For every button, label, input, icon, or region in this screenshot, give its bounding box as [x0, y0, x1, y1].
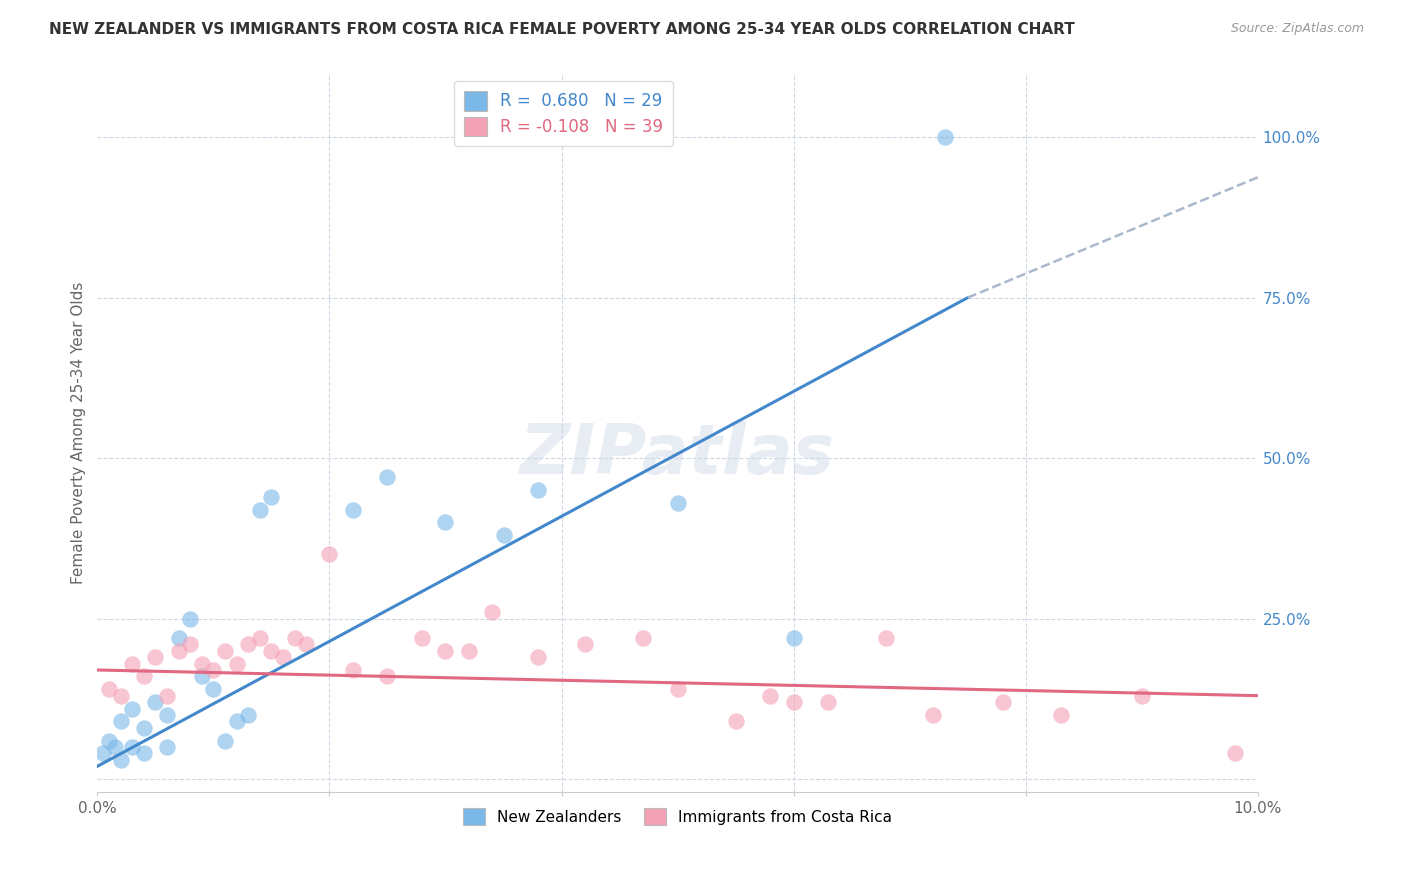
Point: [179, 637, 201, 651]
Point: [991, 695, 1014, 709]
Point: [666, 496, 689, 510]
Point: [225, 714, 247, 729]
Point: [1223, 747, 1246, 761]
Point: [875, 631, 897, 645]
Point: [191, 657, 214, 671]
Point: [156, 739, 179, 754]
Point: [377, 470, 399, 484]
Point: [214, 644, 236, 658]
Point: [238, 707, 260, 722]
Point: [434, 644, 457, 658]
Point: [191, 669, 214, 683]
Point: [132, 747, 155, 761]
Text: ZIPatlas: ZIPatlas: [520, 420, 835, 488]
Point: [574, 637, 596, 651]
Point: [145, 650, 167, 665]
Point: [631, 631, 654, 645]
Point: [457, 644, 479, 658]
Text: NEW ZEALANDER VS IMMIGRANTS FROM COSTA RICA FEMALE POVERTY AMONG 25-34 YEAR OLDS: NEW ZEALANDER VS IMMIGRANTS FROM COSTA R…: [49, 22, 1076, 37]
Point: [104, 739, 127, 754]
Point: [342, 502, 364, 516]
Point: [284, 631, 307, 645]
Point: [225, 657, 247, 671]
Point: [271, 650, 294, 665]
Point: [97, 682, 120, 697]
Point: [527, 483, 550, 498]
Point: [110, 714, 132, 729]
Point: [121, 657, 143, 671]
Point: [492, 528, 515, 542]
Point: [156, 689, 179, 703]
Y-axis label: Female Poverty Among 25-34 Year Olds: Female Poverty Among 25-34 Year Olds: [72, 281, 86, 583]
Point: [342, 663, 364, 677]
Point: [1130, 689, 1153, 703]
Point: [666, 682, 689, 697]
Point: [110, 689, 132, 703]
Point: [179, 612, 201, 626]
Point: [934, 130, 956, 145]
Point: [167, 631, 190, 645]
Point: [922, 707, 945, 722]
Point: [238, 637, 260, 651]
Point: [318, 548, 340, 562]
Point: [110, 753, 132, 767]
Point: [202, 663, 225, 677]
Point: [527, 650, 550, 665]
Point: [782, 631, 804, 645]
Point: [377, 669, 399, 683]
Point: [132, 669, 155, 683]
Point: [759, 689, 782, 703]
Point: [260, 644, 283, 658]
Point: [145, 695, 167, 709]
Point: [132, 721, 155, 735]
Point: [249, 631, 271, 645]
Point: [214, 733, 236, 747]
Point: [91, 747, 114, 761]
Point: [817, 695, 839, 709]
Point: [249, 502, 271, 516]
Point: [724, 714, 747, 729]
Text: Source: ZipAtlas.com: Source: ZipAtlas.com: [1230, 22, 1364, 36]
Point: [97, 733, 120, 747]
Point: [202, 682, 225, 697]
Legend: New Zealanders, Immigrants from Costa Rica: New Zealanders, Immigrants from Costa Ri…: [454, 798, 901, 835]
Point: [121, 701, 143, 715]
Point: [481, 605, 503, 619]
Point: [156, 707, 179, 722]
Point: [295, 637, 318, 651]
Point: [411, 631, 433, 645]
Point: [782, 695, 804, 709]
Point: [121, 739, 143, 754]
Point: [260, 490, 283, 504]
Point: [167, 644, 190, 658]
Point: [434, 516, 457, 530]
Point: [1049, 707, 1071, 722]
